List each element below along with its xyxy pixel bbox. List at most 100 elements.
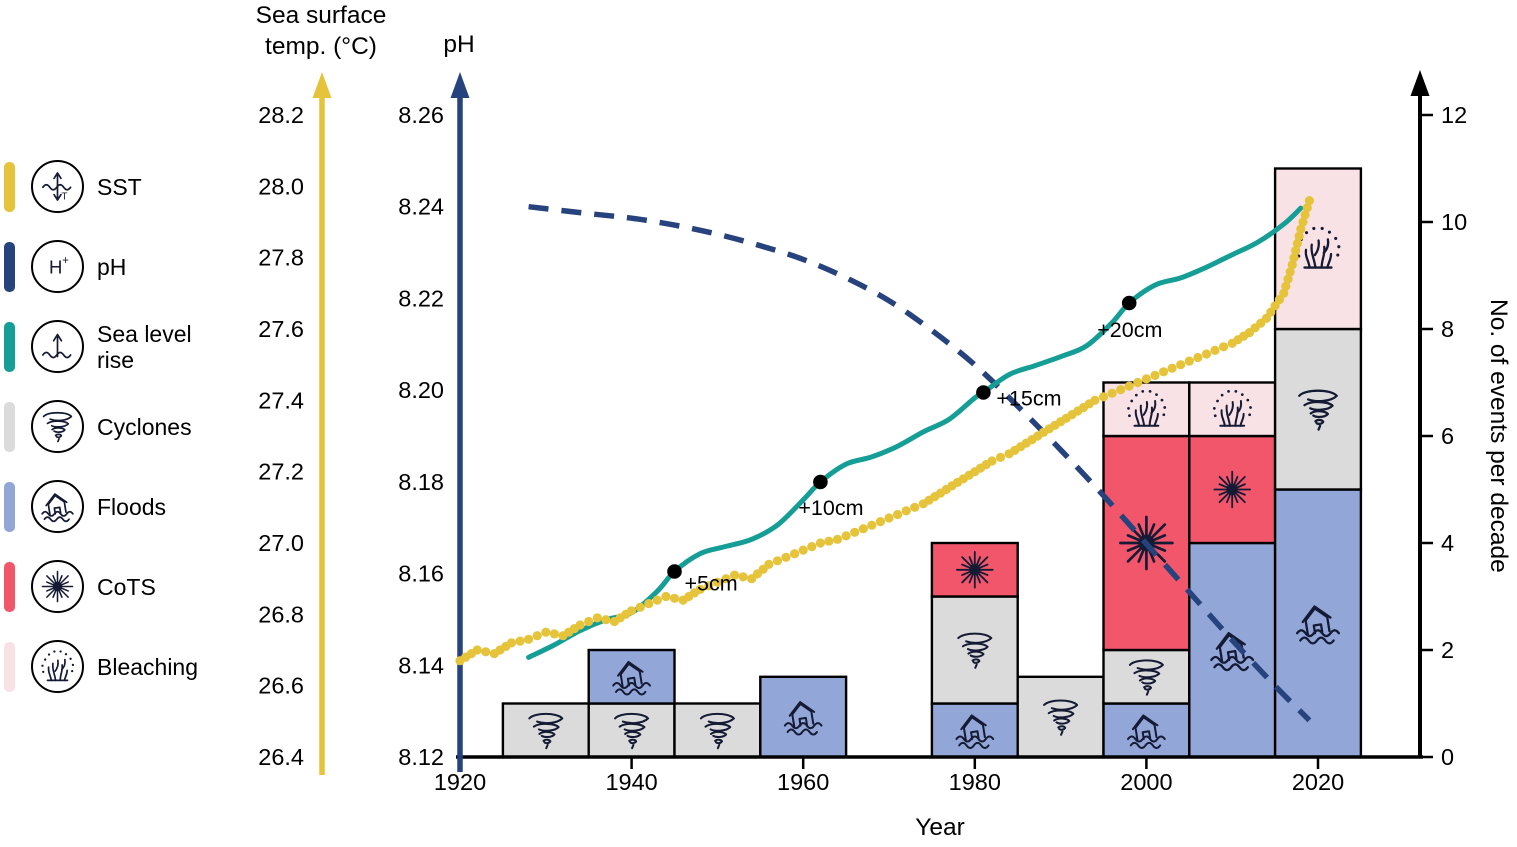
x-tick-label: 1960 — [777, 769, 829, 795]
sst-dot — [704, 581, 714, 591]
sea-level-marker — [813, 474, 828, 490]
x-tick-label: 1980 — [949, 769, 1001, 795]
sst-dot — [1304, 196, 1314, 206]
bleaching-icon — [39, 648, 76, 685]
sst-dot — [652, 595, 662, 605]
sst-axis-arrow — [312, 72, 332, 98]
bar-segment-floods — [1188, 541, 1277, 759]
x-tick-label: 2020 — [1292, 769, 1344, 795]
cots-icon — [39, 568, 76, 605]
legend-item-cots: CoTS — [4, 560, 198, 613]
sst-tick-label: 28.0 — [258, 173, 304, 199]
sst-dot — [541, 627, 551, 637]
flood-icon — [39, 488, 76, 525]
sst-tick-label: 26.6 — [258, 673, 304, 699]
ph-series-line — [528, 203, 1312, 723]
x-tick-label: 2000 — [1120, 769, 1172, 795]
sst-dot — [1201, 349, 1212, 359]
sst-dot — [661, 591, 671, 602]
sst-dot — [1098, 392, 1109, 402]
cyclones-color-swatch — [4, 401, 15, 452]
ph-tick-label: 8.14 — [398, 652, 444, 678]
sea-level-series-line — [526, 205, 1304, 660]
sst-dot — [1176, 360, 1186, 370]
x-tick-label: 1940 — [605, 769, 657, 795]
bar-1925-1935 — [501, 702, 590, 759]
sst-tick-label: 27.0 — [258, 530, 304, 556]
sst-dot — [1287, 260, 1297, 270]
sst-dot — [601, 615, 611, 625]
ph-color-swatch — [4, 241, 15, 292]
events-tick-label: 8 — [1441, 316, 1454, 342]
sst-dot — [772, 556, 783, 566]
sst-dot — [1133, 377, 1143, 388]
sst-dot — [644, 599, 654, 609]
sst-dot — [1193, 352, 1203, 363]
events-tick-label: 6 — [1441, 423, 1454, 449]
sst-dot — [1279, 288, 1289, 298]
sst-icon-ring — [31, 160, 84, 213]
sst-dot — [1291, 245, 1301, 256]
events-axis-title: No. of events per decade — [1485, 299, 1512, 573]
sst-dot — [798, 545, 808, 555]
sst-dot — [524, 634, 534, 644]
sst-dot — [506, 638, 517, 648]
sst-dot — [815, 538, 826, 548]
sst-dot — [884, 513, 894, 523]
sst-tick-label: 27.2 — [258, 459, 304, 485]
ph-tick-label: 8.24 — [398, 194, 444, 220]
ph-icon-ring — [31, 240, 84, 293]
ph-tick-label: 8.26 — [398, 102, 444, 128]
sst-tick-label: 27.8 — [258, 245, 304, 271]
sst-dot — [910, 502, 920, 512]
sst-dot — [1281, 281, 1291, 291]
sst-dot — [532, 631, 542, 641]
bar-segment-floods — [1273, 488, 1363, 759]
sst-dot — [592, 613, 602, 623]
sst-dot — [575, 620, 585, 630]
ph-tick-label: 8.20 — [398, 377, 444, 403]
sst-label: SST — [97, 173, 142, 200]
bar-1945-1955 — [673, 702, 762, 759]
events-tick-label: 12 — [1441, 102, 1467, 128]
floods-color-swatch — [4, 481, 15, 532]
events-tick-label: 10 — [1441, 209, 1467, 235]
cots-icon-ring — [31, 560, 84, 613]
sst-dot — [1285, 267, 1295, 277]
sst-dot — [481, 647, 491, 657]
sst-dot — [841, 531, 851, 541]
cyclones-label: Cyclones — [97, 413, 192, 440]
cots-label: CoTS — [97, 573, 156, 600]
floods-label: Floods — [97, 493, 167, 520]
sst-dot — [764, 559, 774, 570]
ph-tick-label: 8.16 — [398, 561, 444, 587]
sst-color-swatch — [4, 161, 15, 212]
sst-dot — [1289, 253, 1299, 263]
bars-layer — [501, 167, 1363, 759]
cyclone-icon — [39, 408, 76, 445]
sst-dot — [1090, 395, 1100, 405]
sst-dot — [995, 452, 1006, 462]
sea-level-annotation: +15cm — [996, 387, 1061, 411]
bar-1985-1995 — [1016, 675, 1105, 759]
sst-dot — [1302, 203, 1312, 213]
bar-segment-floods — [759, 675, 848, 759]
bar-1935-1945 — [587, 648, 676, 759]
legend-item-ph: pH — [4, 240, 198, 293]
sea-level-marker — [1121, 295, 1137, 311]
sst-dot — [549, 629, 560, 639]
sst-dot — [1141, 374, 1151, 384]
sea-level-icon-ring — [31, 320, 84, 373]
sst-dot — [1150, 370, 1160, 380]
sea-level-marker — [667, 564, 682, 579]
cots-icon — [1213, 470, 1252, 509]
sst-tick-label: 28.2 — [258, 102, 304, 128]
ph-label: pH — [97, 253, 127, 280]
legend-item-sea-level: Sea level rise — [4, 320, 198, 373]
sst-dot — [858, 524, 868, 534]
sst-dot — [790, 549, 800, 559]
bar-segment-floods — [1102, 702, 1191, 759]
ph-axis-arrow — [450, 72, 470, 98]
bar-2005-2015 — [1188, 381, 1277, 759]
sst-tick-label: 26.8 — [258, 601, 304, 627]
